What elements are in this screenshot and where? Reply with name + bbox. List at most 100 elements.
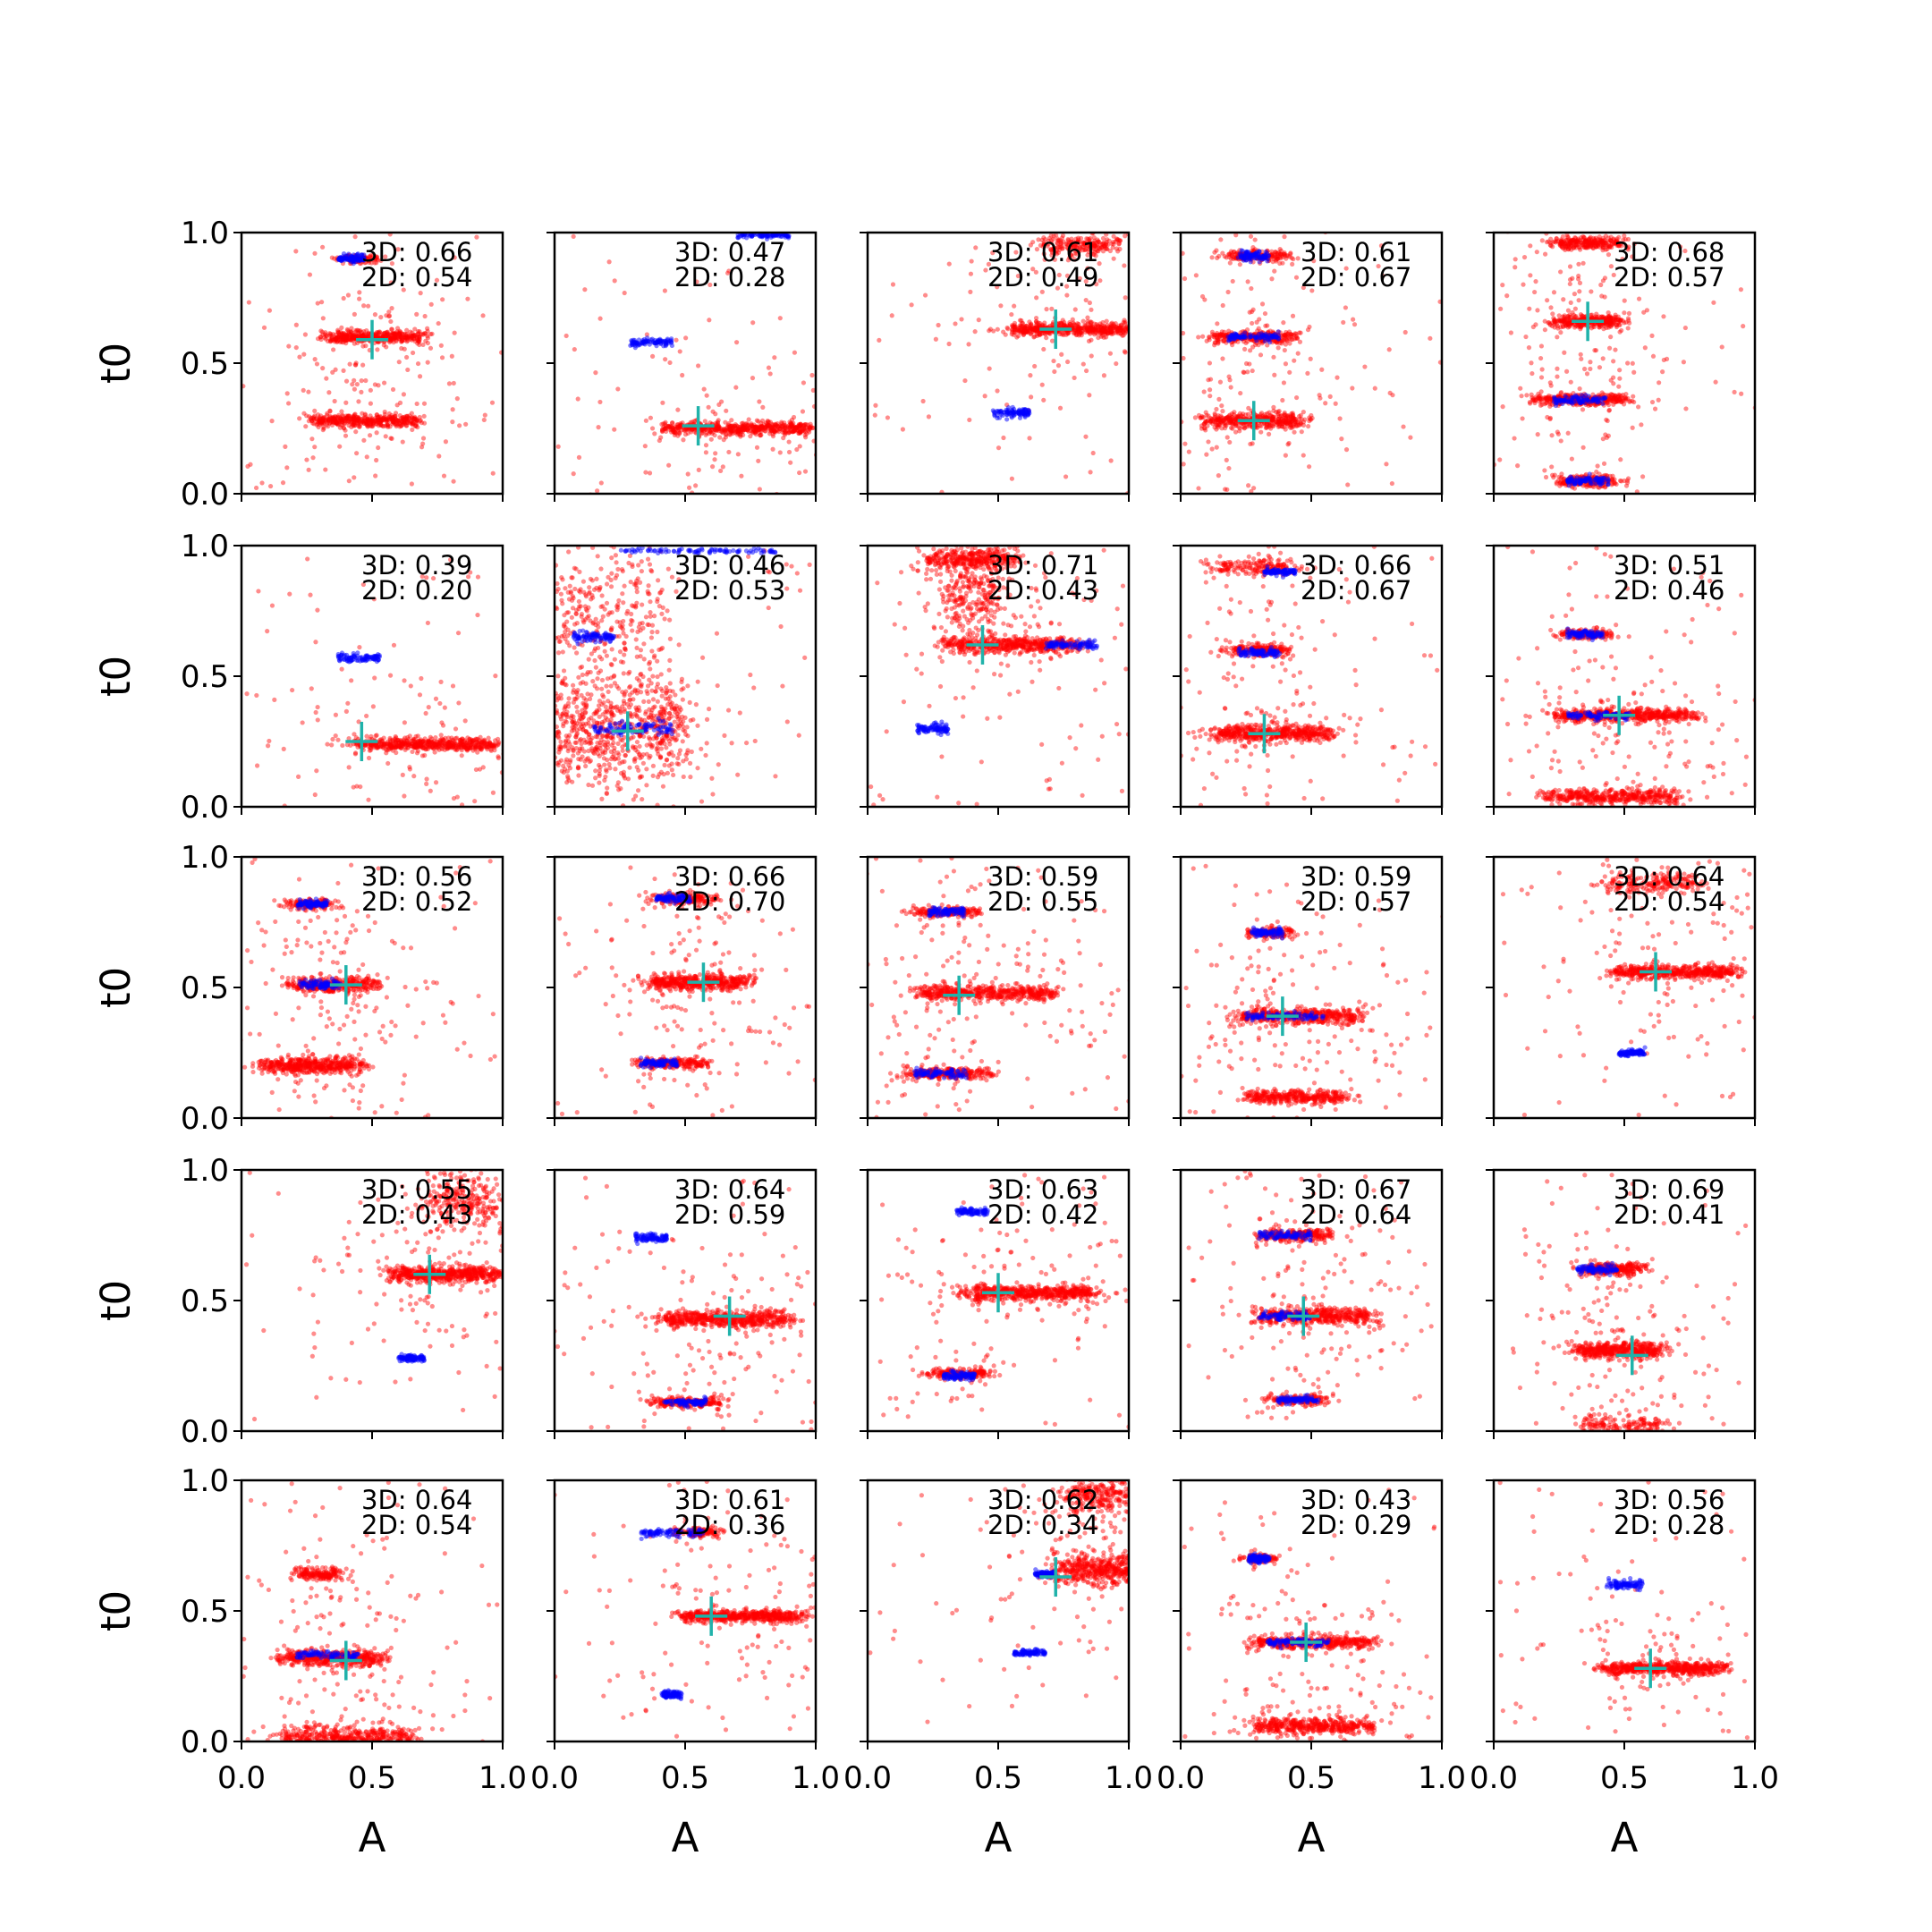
red-point (399, 337, 405, 343)
red-point (400, 419, 405, 425)
red-point (1044, 335, 1049, 341)
red-point (343, 415, 349, 420)
red-point (399, 331, 404, 336)
red-point (389, 416, 394, 421)
red-point (1248, 233, 1254, 239)
red-point (1625, 326, 1631, 331)
red-point (346, 329, 352, 335)
red-point (1039, 382, 1045, 387)
red-point (757, 399, 762, 404)
red-point (745, 426, 750, 432)
red-point (775, 424, 781, 429)
red-point (417, 335, 422, 341)
red-point (1021, 329, 1026, 335)
red-point (1087, 328, 1092, 335)
red-point (319, 329, 325, 335)
red-point (418, 418, 423, 423)
red-point (419, 445, 425, 450)
red-point (1086, 325, 1091, 330)
red-point (414, 335, 419, 340)
red-point (1523, 334, 1529, 340)
red-point (1022, 326, 1028, 331)
red-point (337, 337, 343, 343)
red-point (374, 421, 379, 427)
red-point (417, 374, 423, 379)
red-point (345, 416, 351, 421)
red-point (335, 419, 342, 425)
red-point (745, 428, 750, 433)
red-point (1075, 329, 1081, 335)
red-point (1089, 248, 1095, 254)
red-point (317, 418, 322, 423)
red-point (338, 416, 343, 421)
red-point (1614, 314, 1619, 320)
red-point (1042, 330, 1047, 335)
red-point (1246, 483, 1251, 488)
red-point (675, 422, 681, 428)
red-point (334, 335, 339, 341)
red-point (411, 333, 417, 338)
red-point (1073, 330, 1079, 335)
red-point (429, 331, 435, 336)
red-point (346, 336, 352, 342)
red-point (1565, 308, 1572, 313)
red-point (1102, 328, 1107, 334)
red-point (352, 333, 357, 338)
red-point (383, 434, 388, 439)
red-point (1108, 329, 1114, 335)
red-point (1290, 411, 1295, 416)
red-point (1097, 327, 1102, 333)
red-point (1105, 331, 1111, 336)
red-point (1083, 323, 1089, 328)
red-point (327, 415, 333, 420)
red-point (748, 434, 753, 439)
red-point (335, 334, 341, 340)
red-point (377, 417, 383, 422)
red-point (745, 423, 750, 428)
red-point (701, 386, 707, 392)
red-point (1034, 333, 1040, 339)
red-point (772, 429, 777, 435)
red-point (353, 429, 359, 435)
red-point (703, 427, 708, 432)
red-point (1386, 347, 1392, 352)
red-point (1223, 426, 1228, 431)
red-point (318, 420, 323, 426)
red-point (1606, 345, 1613, 351)
red-point (380, 418, 386, 423)
blue-point (1232, 331, 1237, 336)
red-point (775, 428, 781, 434)
red-point (428, 301, 434, 307)
red-point (1524, 393, 1530, 398)
red-point (802, 428, 809, 435)
red-point (417, 334, 422, 340)
red-point (457, 423, 462, 428)
red-point (987, 366, 992, 371)
red-point (350, 335, 355, 341)
red-point (798, 422, 803, 428)
red-point (334, 419, 340, 426)
red-point (987, 161, 992, 165)
red-point (735, 429, 741, 435)
red-point (1011, 332, 1016, 337)
red-point (1104, 328, 1109, 335)
red-point (375, 417, 380, 423)
red-point (804, 425, 809, 430)
red-point (428, 331, 434, 337)
red-point (1115, 249, 1121, 254)
red-point (976, 318, 981, 323)
red-point (1034, 331, 1040, 337)
red-point (383, 423, 388, 428)
red-point (1062, 322, 1067, 327)
red-point (410, 350, 416, 356)
red-point (346, 422, 352, 428)
red-point (810, 425, 816, 430)
red-point (739, 427, 744, 432)
red-point (326, 390, 332, 395)
red-point (341, 425, 346, 430)
red-point (381, 416, 386, 421)
red-point (357, 424, 362, 430)
red-point (1041, 251, 1046, 257)
red-point (315, 301, 320, 306)
